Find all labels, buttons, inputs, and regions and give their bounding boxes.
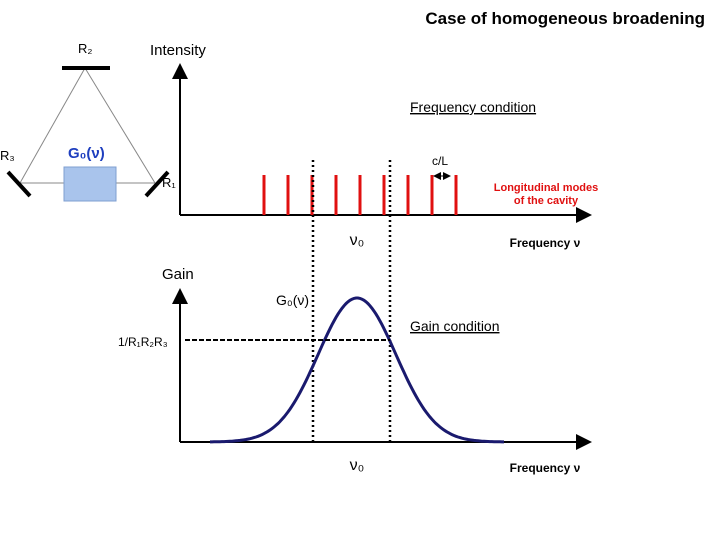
beam [84,67,156,184]
note: of the cavity [514,195,579,207]
mirror [6,170,32,198]
gain-medium [63,166,117,202]
beam [19,67,86,184]
intensity-plot: Intensity Frequency condition c/L Longit… [150,42,598,250]
title: Case of homogeneous broadening [425,9,705,28]
note: Longitudinal modes [494,182,599,194]
heading: Frequency condition [410,99,536,115]
axis-label: Frequency ν [510,236,581,250]
label: 1/R₁R₂R₃ [118,335,168,349]
cavity: R₂ R₃ R₁ G₀(ν) [0,41,176,202]
label: R₁ [162,175,176,190]
axis-label: Gain [162,266,194,283]
modes [262,175,458,215]
axis-label: Frequency ν [510,461,581,475]
axis-label: Intensity [150,42,206,59]
label: R₃ [0,148,15,163]
label: G₀(ν) [68,145,105,162]
label: G₀(ν) [276,292,309,308]
label: c/L [432,154,448,168]
label: ν₀ [350,457,365,474]
label: R₂ [78,41,92,56]
label: ν₀ [350,232,365,249]
gain-plot: Gain 1/R₁R₂R₃ G₀(ν) Gain condition ν₀ Fr… [118,266,592,475]
heading: Gain condition [410,318,500,334]
mirror [144,170,170,198]
gain-curve [210,296,504,444]
